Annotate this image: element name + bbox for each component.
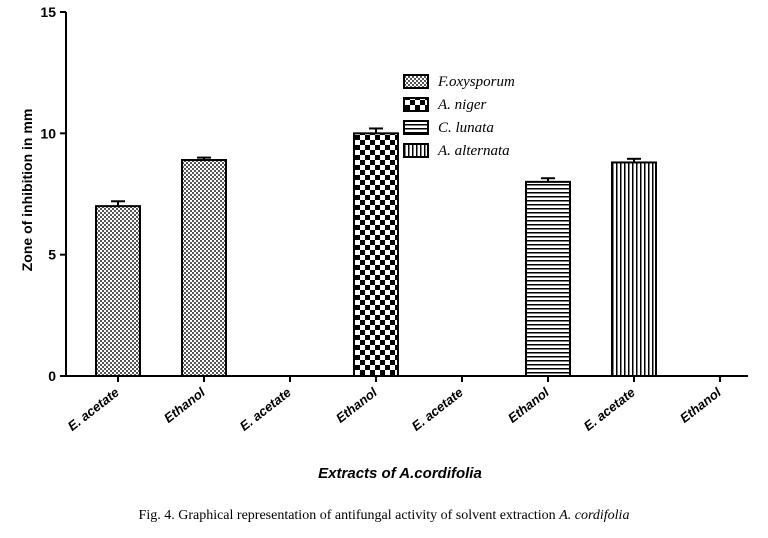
legend-swatch xyxy=(403,120,429,135)
caption-species: A. cordifolia xyxy=(559,508,630,523)
legend-label: C. lunata xyxy=(438,120,494,136)
legend-label: A. alternata xyxy=(437,143,510,159)
bar xyxy=(353,132,399,377)
legend-swatch xyxy=(403,97,429,112)
x-axis-title: Extracts of A.cordifolia xyxy=(318,465,482,482)
caption-text: Fig. 4. Graphical representation of anti… xyxy=(138,508,560,523)
bar-chart: 0 5 10 15 E. acetate Ethanol E. acetate Ethanol… xyxy=(19,4,748,482)
bar xyxy=(525,180,571,377)
y-axis-title: Zone of inhibition in mm xyxy=(19,109,35,272)
legend-swatch xyxy=(403,143,429,158)
x-tick-label: Ethanol xyxy=(161,384,208,425)
bar xyxy=(95,205,141,377)
y-tick-label: 10 xyxy=(40,125,56,141)
legend: F.oxysporum A. niger C. lunata A. alternata xyxy=(403,74,515,159)
legend-label: A. niger xyxy=(437,97,486,113)
x-tick-label: E. acetate xyxy=(581,385,638,434)
x-tick-label: E. acetate xyxy=(409,385,466,434)
x-tick-label: E. acetate xyxy=(65,385,122,434)
y-tick-label: 15 xyxy=(40,4,56,20)
bars xyxy=(95,127,657,377)
legend-swatch xyxy=(403,74,429,89)
x-tick-label: Ethanol xyxy=(677,384,724,425)
y-tick-label: 5 xyxy=(48,247,56,263)
bar xyxy=(181,159,227,377)
bar xyxy=(611,161,657,377)
y-tick-label: 0 xyxy=(48,368,56,384)
x-tick-label: Ethanol xyxy=(505,384,552,425)
legend-label: F.oxysporum xyxy=(437,74,515,90)
x-tick-label: E. acetate xyxy=(237,385,294,434)
x-tick-label: Ethanol xyxy=(333,384,380,425)
figure-caption: Fig. 4. Graphical representation of anti… xyxy=(0,508,768,524)
